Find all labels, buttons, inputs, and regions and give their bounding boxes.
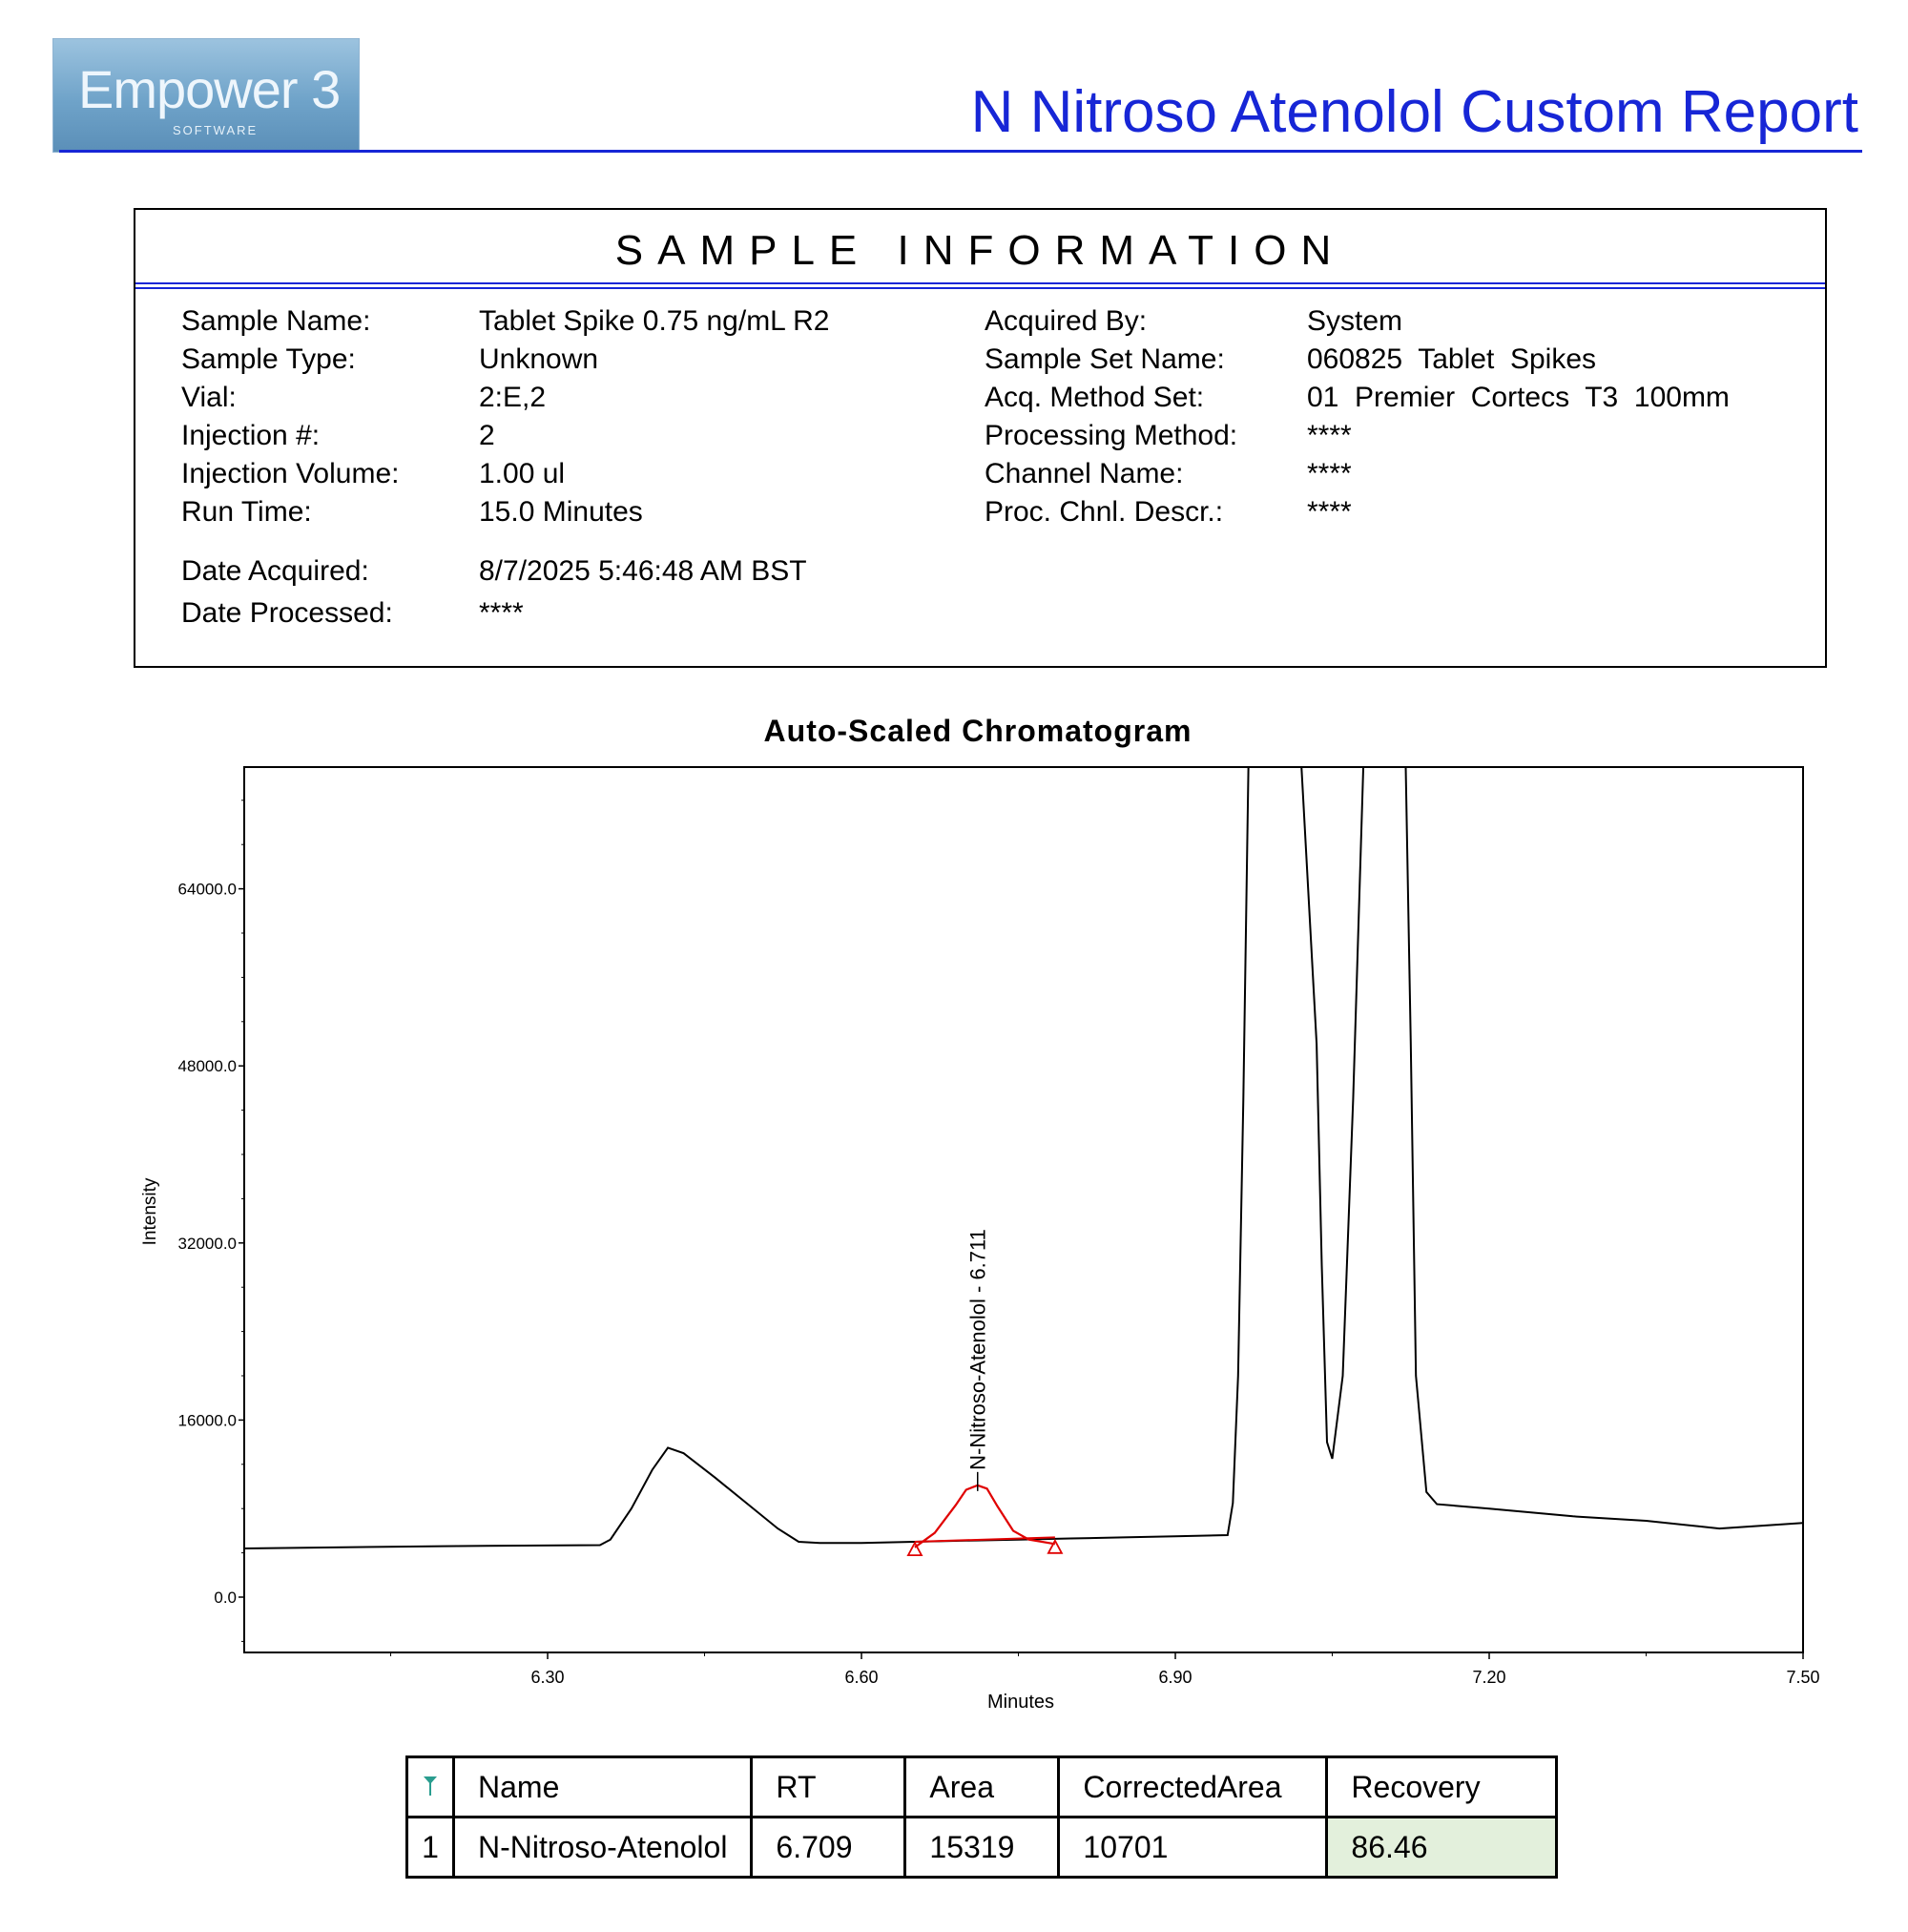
cell-name: N-Nitroso-Atenolol: [451, 1816, 754, 1879]
col-header-name: Name: [451, 1755, 754, 1818]
row-indicator-header: [405, 1755, 455, 1818]
col-header-area: Area: [903, 1755, 1061, 1818]
cell-corrected-area: 10701: [1057, 1816, 1329, 1879]
series-layer: [244, 767, 1803, 1549]
chart-title: Auto-Scaled Chromatogram: [763, 714, 1192, 748]
sample-set-name-label: Sample Set Name:: [985, 343, 1225, 375]
results-table: Name RT Area CorrectedArea Recovery 1 N-…: [405, 1755, 1559, 1879]
x-tick-label: 7.20: [1472, 1668, 1505, 1687]
x-tick-label: 7.50: [1786, 1668, 1819, 1687]
injection-number-value: 2: [479, 420, 495, 451]
heading-rule: [135, 282, 1825, 284]
date-acquired-value: 8/7/2025 5:46:48 AM BST: [479, 555, 807, 587]
title-rule: [59, 150, 1862, 153]
x-axis: 6.30 6.60 6.90 7.20 7.50: [390, 1652, 1820, 1687]
x-tick-label: 6.30: [531, 1668, 565, 1687]
y-tick-label: 32000.0: [178, 1235, 237, 1253]
sample-type-label: Sample Type:: [181, 343, 356, 375]
sample-name-value: Tablet Spike 0.75 ng/mL R2: [479, 305, 830, 337]
report-title: N Nitroso Atenolol Custom Report: [970, 79, 1858, 145]
y-tick-label: 48000.0: [178, 1057, 237, 1075]
cell-rt: 6.709: [750, 1816, 907, 1879]
acq-method-set-value: 01 Premier Cortecs T3 100mm: [1307, 382, 1730, 413]
acquired-by-value: System: [1307, 305, 1403, 337]
run-time-label: Run Time:: [181, 496, 312, 528]
vial-label: Vial:: [181, 382, 237, 413]
pin-icon: [424, 1776, 437, 1796]
x-tick-label: 6.60: [844, 1668, 878, 1687]
processing-method-value: ****: [1307, 420, 1352, 451]
vial-value: 2:E,2: [479, 382, 547, 413]
x-axis-label: Minutes: [987, 1692, 1054, 1713]
marker-layer: N-Nitroso-Atenolol - 6.711: [906, 1229, 1064, 1557]
sample-set-name-value: 060825 Tablet Spikes: [1307, 343, 1597, 375]
injection-volume-label: Injection Volume:: [181, 458, 400, 489]
peak-trace-n-nitroso-atenolol: [914, 1484, 1056, 1548]
y-axis-label: Intensity: [140, 1177, 160, 1245]
peak-end-marker: [1047, 1538, 1064, 1554]
chromatogram-trace: [244, 767, 1803, 1549]
logo-brand-text: Empower 3: [78, 59, 341, 119]
sample-type-value: Unknown: [479, 343, 599, 375]
acquired-by-label: Acquired By:: [985, 305, 1148, 337]
peak-label: N-Nitroso-Atenolol - 6.711: [966, 1229, 990, 1470]
proc-chnl-descr-value: ****: [1307, 496, 1352, 528]
sample-information-heading: SAMPLE INFORMATION: [614, 227, 1346, 274]
sample-name-label: Sample Name:: [181, 305, 371, 337]
cell-area: 15319: [903, 1816, 1061, 1879]
col-header-rt: RT: [750, 1755, 907, 1818]
y-axis: 0.0 16000.0 32000.0 48000.0 64000.0: [178, 800, 244, 1642]
processing-method-label: Processing Method:: [985, 420, 1238, 451]
col-header-recovery: Recovery: [1325, 1755, 1559, 1818]
channel-name-label: Channel Name:: [985, 458, 1184, 489]
y-tick-label: 0.0: [214, 1589, 237, 1607]
injection-volume-value: 1.00 ul: [479, 458, 566, 489]
heading-rule: [135, 287, 1825, 289]
injection-number-label: Injection #:: [181, 420, 321, 451]
row-number: 1: [405, 1816, 455, 1879]
results-header-row: Name RT Area CorrectedArea Recovery: [405, 1755, 1559, 1818]
date-acquired-label: Date Acquired:: [181, 555, 369, 587]
channel-name-value: ****: [1307, 458, 1352, 489]
plot-area: [243, 766, 1804, 1653]
run-time-value: 15.0 Minutes: [479, 496, 643, 528]
date-processed-value: ****: [479, 597, 524, 629]
date-processed-label: Date Processed:: [181, 597, 393, 629]
empower-logo: Empower 3 SOFTWARE: [52, 38, 360, 153]
y-tick-label: 64000.0: [178, 881, 237, 899]
acq-method-set-label: Acq. Method Set:: [985, 382, 1205, 413]
logo-sub-text: SOFTWARE: [173, 123, 259, 137]
col-header-corrected-area: CorrectedArea: [1057, 1755, 1329, 1818]
y-tick-label: 16000.0: [178, 1411, 237, 1429]
chromatogram-chart: 0.0 16000.0 32000.0 48000.0 64000.0 6.30 6.60…: [140, 766, 1820, 1713]
sample-information-box: SAMPLE INFORMATION Sample Name: Tablet S…: [134, 208, 1827, 668]
proc-chnl-descr-label: Proc. Chnl. Descr.:: [985, 496, 1224, 528]
table-row: 1 N-Nitroso-Atenolol 6.709 15319 10701 8…: [405, 1816, 1559, 1879]
cell-recovery: 86.46: [1325, 1816, 1559, 1879]
peak-baseline: [914, 1536, 1055, 1543]
x-tick-label: 6.90: [1158, 1668, 1192, 1687]
peak-start-marker: [906, 1541, 923, 1557]
